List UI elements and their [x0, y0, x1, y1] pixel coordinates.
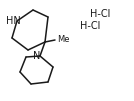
Text: HN: HN: [6, 16, 20, 26]
Text: N: N: [33, 51, 41, 61]
Text: H-Cl: H-Cl: [90, 9, 110, 19]
Text: Me: Me: [57, 35, 70, 45]
Text: H-Cl: H-Cl: [80, 21, 100, 31]
